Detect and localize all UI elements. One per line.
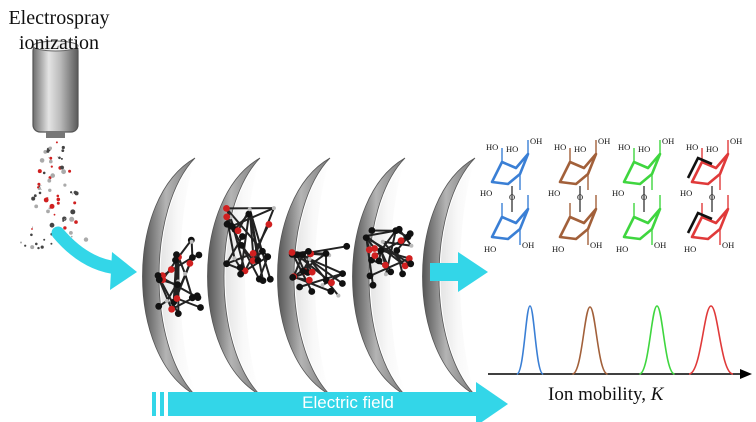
sugar-structure: HO HO OH HO O HO OH [548, 136, 610, 254]
sugar-label: HO [686, 142, 698, 152]
sugar-label: OH [730, 136, 742, 146]
sugar-label: HO [684, 244, 696, 254]
sugar-label: OH [530, 136, 542, 146]
mobility-peak [571, 306, 609, 375]
sugar-label: HO [574, 144, 586, 154]
electric-field-arrow [152, 382, 508, 422]
electrospray-title: Electrospray ionization [0, 6, 118, 56]
ion-molecules [154, 205, 415, 317]
sugar-label: OH [722, 240, 734, 250]
drift-plate [142, 157, 196, 396]
mobility-peak [638, 305, 676, 375]
sugar-label: OH [522, 240, 534, 250]
mobility-peaks [516, 305, 734, 375]
sugar-label: HO [486, 142, 498, 152]
sugar-label: HO [612, 188, 624, 198]
sugar-label: HO [554, 142, 566, 152]
sugar-label: OH [654, 240, 666, 250]
ion-molecule [288, 242, 351, 298]
ion-mobility-symbol: K [650, 384, 664, 405]
sugar-label: HO [618, 142, 630, 152]
sugar-label: O [577, 192, 583, 202]
ion-mobility-label: Ion mobility, K [548, 384, 663, 406]
arrow-right-icon [430, 252, 488, 292]
sugar-label: OH [662, 136, 674, 146]
sugar-label: HO [552, 244, 564, 254]
sugar-label: HO [616, 244, 628, 254]
mobility-peak [688, 305, 734, 375]
electrospray-line2: ionization [19, 32, 99, 54]
sugar-label: O [709, 192, 715, 202]
electrospray-line1: Electrospray [8, 7, 110, 29]
emitter-icon [32, 40, 79, 138]
spray-droplets [20, 141, 89, 250]
mobility-axis [488, 369, 752, 379]
sugar-label: HO [706, 144, 718, 154]
sugar-structure: HO HO OH HO O HO OH [480, 136, 542, 254]
ion-molecule [362, 225, 415, 289]
drift-plate [207, 157, 261, 396]
sugar-label: HO [680, 188, 692, 198]
sugar-structure: HO HO OH HO O HO OH [680, 136, 742, 254]
sugar-label: HO [548, 188, 560, 198]
sugar-label: HO [480, 188, 492, 198]
ion-mobility-prefix: Ion mobility, [548, 384, 651, 405]
sugar-label: O [509, 192, 515, 202]
curved-arrow-icon [51, 226, 137, 290]
ion-molecule [154, 236, 204, 317]
drift-plate [352, 157, 406, 396]
sugar-label: O [641, 192, 647, 202]
mobility-peak [516, 305, 544, 375]
sugar-label: HO [484, 244, 496, 254]
drift-plates [142, 157, 476, 396]
electric-field-label: Electric field [302, 393, 394, 412]
sugar-label: HO [638, 144, 650, 154]
sugar-label: OH [590, 240, 602, 250]
sugar-label: OH [598, 136, 610, 146]
ion-molecule [223, 205, 276, 284]
sugar-label: HO [506, 144, 518, 154]
sugar-structure: HO HO OH HO O HO OH [612, 136, 674, 254]
